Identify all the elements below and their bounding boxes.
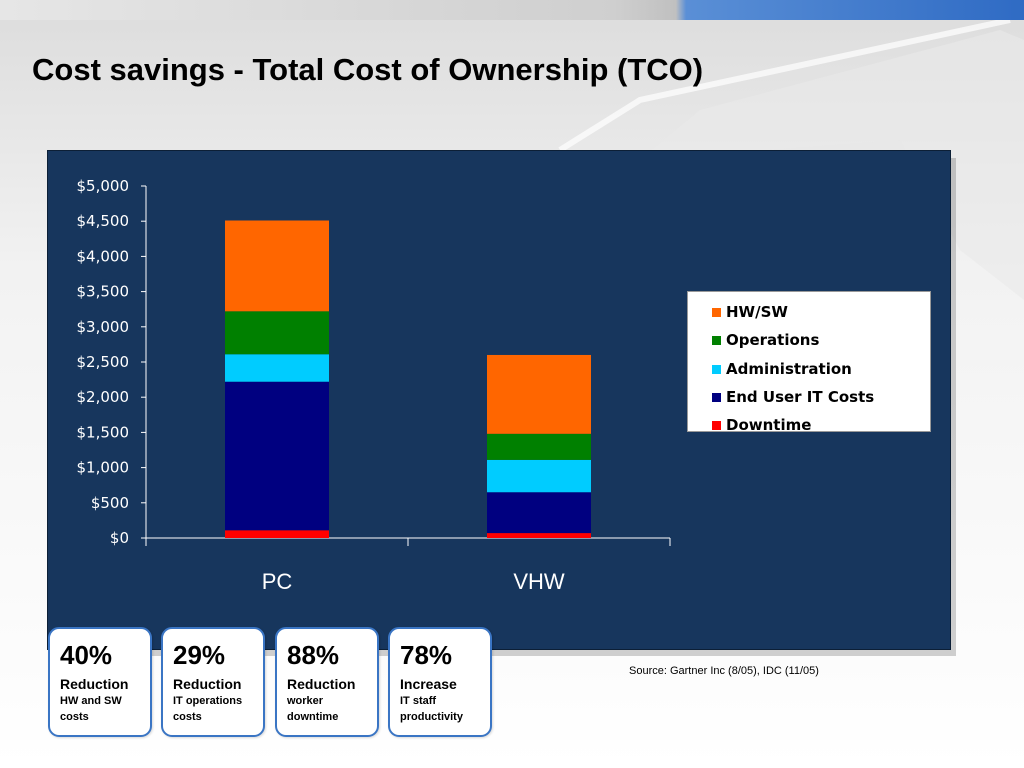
y-tick-label: $500: [91, 494, 129, 512]
bar-pc-administration: [225, 354, 329, 382]
y-tick-label: $4,000: [77, 247, 130, 265]
stat-description: HW and SW costs: [60, 695, 122, 723]
legend-swatch: [712, 392, 721, 402]
slide-title: Cost savings - Total Cost of Ownership (…: [32, 52, 704, 87]
stat-description: IT staff productivity: [400, 695, 463, 723]
legend-label: HW/SW: [726, 303, 788, 321]
legend-item: Operations: [712, 326, 930, 354]
chart-legend: HW/SW Operations Administration End User IT…: [687, 291, 931, 434]
bar-vhw-administration: [487, 459, 591, 493]
legend-item: Administration: [712, 355, 930, 383]
bar-pc-downtime: [225, 530, 329, 538]
y-tick-label: $3,000: [77, 318, 130, 336]
stat-label: Reduction: [173, 676, 242, 692]
y-tick-label: $2,500: [77, 353, 130, 371]
stat-label: Reduction: [287, 676, 356, 692]
stat-description: worker downtime: [287, 695, 339, 723]
legend-label: Downtime: [726, 416, 812, 435]
legend-item: HW/SW: [712, 298, 930, 326]
bar-vhw-hw-sw: [487, 354, 591, 434]
stat-label: Reduction: [60, 676, 129, 692]
bar-pc-hw-sw: [225, 220, 329, 312]
bar-vhw-end-user-it-costs: [487, 492, 591, 534]
legend-label: End User IT Costs: [726, 387, 875, 406]
source-note: Source: Gartner Inc (8/05), IDC (11/05): [629, 665, 819, 677]
bar-vhw-downtime: [487, 533, 591, 538]
legend-swatch: [712, 364, 721, 374]
top-bar: [0, 0, 1024, 20]
y-tick-label: $0: [110, 529, 129, 547]
bar-pc-operations: [225, 311, 329, 355]
x-category-label: PC: [262, 569, 293, 594]
stat-card-productivity: 78% Increase IT staff productivity: [388, 627, 492, 737]
y-tick-label: $1,500: [77, 423, 130, 441]
stat-card-hw-sw: 40% Reduction HW and SW costs: [48, 627, 152, 737]
stat-description: IT operations costs: [173, 695, 243, 723]
x-category-label: VHW: [513, 569, 565, 594]
legend-swatch: [712, 308, 721, 317]
tco-stacked-bar-chart: $0 $500 $1,000 $1,500 $2,000 $2,500 $3,000 $3,5…: [77, 177, 671, 594]
bar-vhw-operations: [487, 433, 591, 460]
y-tick-label: $2,000: [77, 388, 130, 406]
y-tick-label: $1,000: [77, 459, 130, 477]
stat-value: 40%: [60, 640, 113, 670]
legend-item: End User IT Costs: [712, 383, 930, 411]
y-tick-label: $5,000: [77, 177, 130, 195]
y-tick-label: $4,500: [77, 212, 130, 230]
legend-item: Downtime: [712, 411, 930, 439]
bar-pc-end-user-it-costs: [225, 381, 329, 531]
y-tick-label: $3,500: [77, 283, 130, 301]
legend-swatch: [712, 421, 721, 431]
stat-value: 78%: [400, 640, 453, 670]
legend-swatch: [712, 336, 721, 346]
stat-card-operations: 29% Reduction IT operations costs: [161, 627, 265, 737]
stat-value: 29%: [173, 640, 226, 670]
stat-label: Increase: [400, 676, 457, 692]
stat-card-downtime: 88% Reduction worker downtime: [275, 627, 379, 737]
stat-value: 88%: [287, 640, 340, 670]
legend-label: Administration: [726, 359, 852, 378]
legend-label: Operations: [726, 331, 820, 350]
